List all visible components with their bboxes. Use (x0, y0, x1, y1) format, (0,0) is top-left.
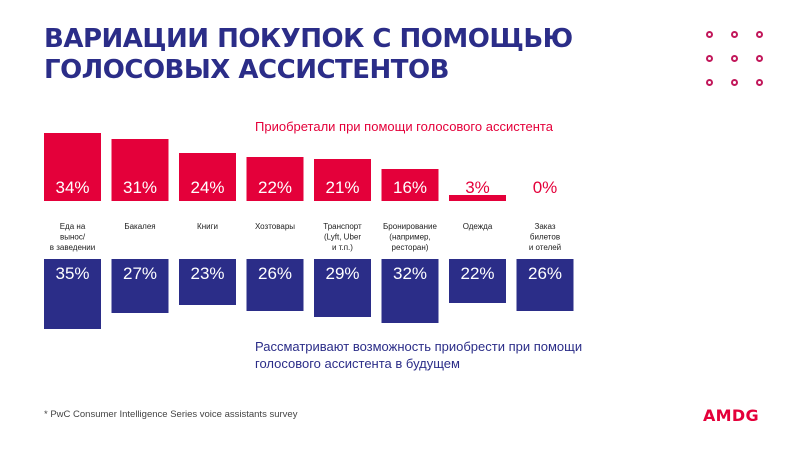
bar-top (246, 157, 304, 201)
bar-bottom (381, 259, 439, 323)
category-label-line: билетов (530, 233, 560, 242)
category-label-line: Хозтовары (255, 222, 295, 231)
category-label: Бронирование (например, ресторан) (383, 222, 437, 252)
bar-bottom-value: 32% (393, 264, 427, 283)
bar-top-value: 0% (533, 178, 558, 197)
category-label: Транспорт (Lyft, Uber и т.п.) (323, 222, 362, 252)
bar-bottom (246, 259, 304, 311)
bar-bottom-value: 22% (460, 264, 494, 283)
category-label: Бакалея (124, 222, 155, 231)
category-label-line: Бронирование (383, 222, 437, 231)
category-label-line: Транспорт (323, 222, 362, 231)
page-title-line-2: голосовых ассистентов (44, 55, 449, 85)
bar-top (314, 159, 371, 201)
bar-bottom (314, 259, 371, 317)
bar-bottom (44, 259, 101, 329)
category-label-line: Еда на (60, 222, 86, 231)
legend-top-series: Приобретали при помощи голосового ассист… (255, 119, 553, 134)
bar-top-value: 16% (393, 178, 427, 197)
category-label: Книги (197, 222, 218, 231)
bar-top-value: 24% (190, 178, 224, 197)
bar-top-value: 34% (55, 178, 89, 197)
bar-bottom-value: 23% (190, 264, 224, 283)
bar-top-value: 21% (325, 178, 359, 197)
category-label: Хозтовары (255, 222, 295, 231)
bar-top (44, 133, 101, 201)
category-label-line: Бакалея (124, 222, 155, 231)
category-label-line: в заведении (50, 243, 96, 252)
bar-bottom-value: 27% (123, 264, 157, 283)
amdg-logo: AMDG (703, 406, 759, 425)
bar-top-value: 3% (465, 178, 490, 197)
bar-bottom (449, 259, 506, 303)
category-label-line: вынос/ (60, 233, 86, 242)
bar-top (449, 195, 506, 201)
bar-top (111, 139, 169, 201)
bar-bottom (179, 259, 236, 305)
bar-top-value: 31% (123, 178, 157, 197)
bar-bottom-value: 26% (258, 264, 292, 283)
category-label-line: Книги (197, 222, 218, 231)
bar-bottom (111, 259, 169, 313)
category-label-line: (Lyft, Uber (324, 233, 361, 242)
category-label-line: ресторан) (392, 243, 429, 252)
page-title-line-1: Вариации покупок с помощью (44, 24, 573, 54)
bar-top-value: 22% (258, 178, 292, 197)
category-label: Заказ билетов и отелей (529, 222, 561, 252)
category-label: Еда на вынос/в заведении (50, 222, 96, 252)
bar-top (179, 153, 236, 201)
legend-bottom-series: Рассматривают возможность приобрести при… (255, 339, 583, 371)
category-label: Одежда (463, 222, 493, 231)
decorative-dots-icon (706, 31, 768, 91)
category-label-line: и отелей (529, 243, 561, 252)
bar-bottom-value: 26% (528, 264, 562, 283)
category-label-line: Заказ (535, 222, 556, 231)
page-title: Вариации покупок с помощью голосовых асс… (44, 24, 573, 86)
bar-bottom (516, 259, 574, 311)
bar-bottom-value: 35% (55, 264, 89, 283)
bar-bottom-value: 29% (325, 264, 359, 283)
category-label-line: и т.п.) (332, 243, 353, 252)
category-label-line: Одежда (463, 222, 493, 231)
bar-top (381, 169, 439, 201)
category-label-line: (например, (389, 233, 430, 242)
footnote: * PwC Consumer Intelligence Series voice… (44, 409, 298, 420)
